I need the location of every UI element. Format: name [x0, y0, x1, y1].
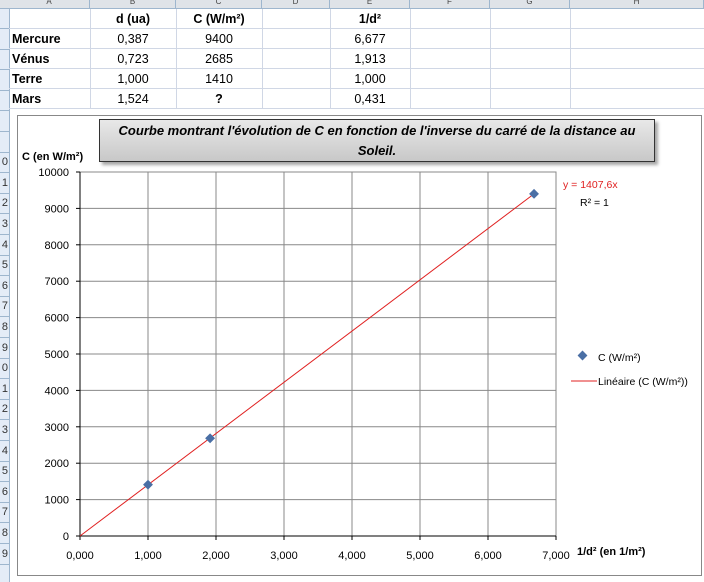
column-gridline [410, 9, 411, 109]
row-name[interactable]: Mars [12, 92, 42, 106]
row-header[interactable]: 8 [0, 524, 9, 544]
row-header[interactable]: 9 [0, 545, 9, 565]
row-header[interactable]: 1 [0, 174, 9, 194]
row-name[interactable]: Mercure [12, 32, 61, 46]
row-header[interactable]: 8 [0, 318, 9, 338]
row-name[interactable]: Vénus [12, 52, 50, 66]
cell-d[interactable]: 0,387 [117, 32, 149, 46]
header-inv[interactable]: 1/d² [358, 12, 382, 26]
row-header[interactable] [0, 9, 9, 29]
cell-inv[interactable]: 6,677 [354, 32, 386, 46]
row-header[interactable]: 9 [0, 339, 9, 359]
cell-d[interactable]: 0,723 [117, 52, 149, 66]
row-header[interactable]: 1 [0, 380, 9, 400]
row-header[interactable]: 6 [0, 483, 9, 503]
column-gridline [490, 9, 491, 109]
row-header[interactable] [0, 91, 9, 112]
row-header[interactable] [0, 71, 9, 91]
row-name[interactable]: Terre [12, 72, 43, 86]
column-header[interactable]: E [330, 0, 410, 8]
row-header[interactable] [0, 133, 9, 153]
column-header[interactable]: F [410, 0, 490, 8]
row-header[interactable]: 2 [0, 194, 9, 215]
column-header[interactable]: G [490, 0, 570, 8]
row-header[interactable]: 0 [0, 359, 9, 380]
column-header[interactable]: H [570, 0, 704, 8]
row-header[interactable]: 3 [0, 215, 9, 235]
row-header-bar [0, 9, 10, 582]
row-gridline [9, 28, 704, 29]
cell-c[interactable]: 9400 [205, 32, 233, 46]
header-c[interactable]: C (W/m²) [193, 12, 245, 26]
cell-d[interactable]: 1,524 [117, 92, 149, 106]
column-header[interactable]: A [9, 0, 90, 8]
row-header[interactable]: 6 [0, 277, 9, 297]
row-header[interactable]: 7 [0, 297, 9, 318]
cell-inv[interactable]: 0,431 [354, 92, 386, 106]
row-header[interactable] [0, 112, 9, 132]
row-header[interactable] [0, 30, 9, 50]
cell-c[interactable]: ? [215, 92, 223, 106]
cell-c[interactable]: 2685 [205, 52, 233, 66]
cell-inv[interactable]: 1,913 [354, 52, 386, 66]
row-gridline [9, 68, 704, 69]
row-header[interactable]: 4 [0, 442, 9, 462]
chart-title[interactable]: Courbe montrant l'évolution de C en fonc… [99, 119, 655, 162]
row-gridline [9, 88, 704, 89]
column-gridline [262, 9, 263, 109]
row-header[interactable]: 0 [0, 153, 9, 174]
column-gridline [330, 9, 331, 109]
column-gridline [570, 9, 571, 109]
column-header[interactable]: C [176, 0, 262, 8]
chart-area[interactable] [17, 115, 702, 576]
row-header[interactable]: 5 [0, 462, 9, 483]
row-header[interactable]: 5 [0, 256, 9, 277]
column-header-bar [0, 0, 704, 9]
cell-d[interactable]: 1,000 [117, 72, 149, 86]
row-header[interactable] [0, 50, 9, 71]
row-header[interactable]: 7 [0, 503, 9, 524]
column-header[interactable]: B [90, 0, 176, 8]
column-header[interactable]: D [262, 0, 330, 8]
column-gridline [176, 9, 177, 109]
row-gridline [9, 108, 704, 109]
cell-inv[interactable]: 1,000 [354, 72, 386, 86]
cell-c[interactable]: 1410 [205, 72, 233, 86]
row-header[interactable]: 4 [0, 236, 9, 256]
row-header[interactable]: 2 [0, 400, 9, 421]
column-gridline [90, 9, 91, 109]
row-header[interactable]: 3 [0, 421, 9, 441]
header-d[interactable]: d (ua) [115, 12, 151, 26]
row-gridline [9, 48, 704, 49]
